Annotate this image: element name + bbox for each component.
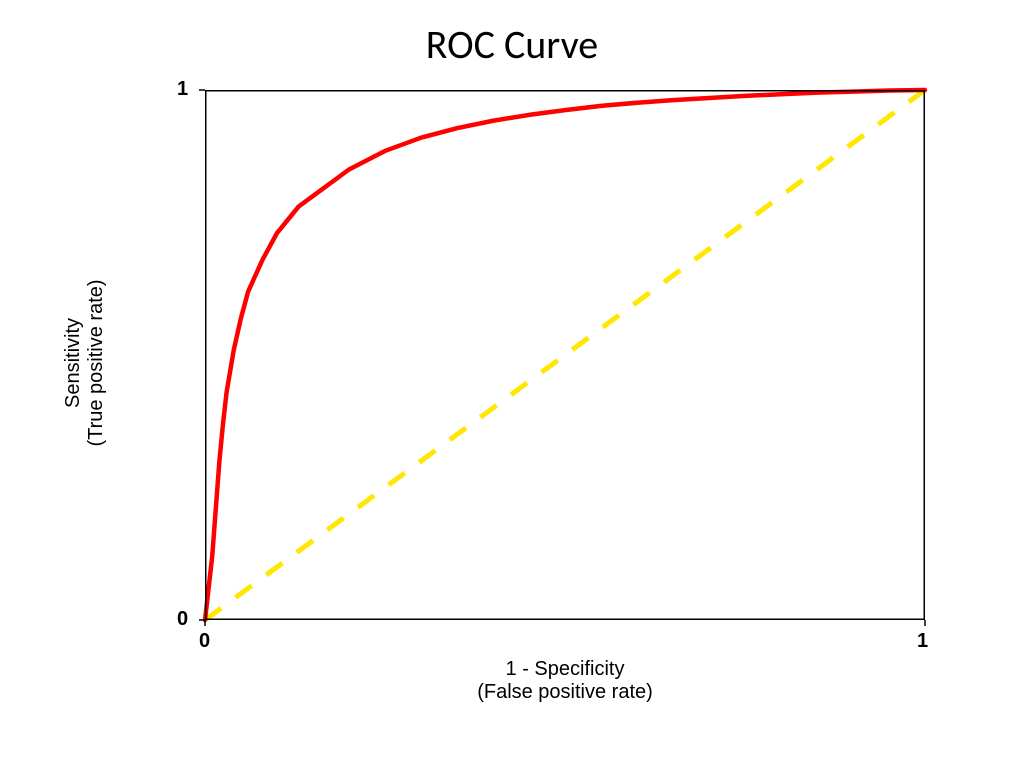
x-tick-label-1: 1 [917, 630, 928, 653]
y-axis-label: Sensitivity (True positive rate) [62, 213, 108, 513]
x-axis-label-line2: (False positive rate) [205, 681, 925, 704]
y-tick-label-1: 1 [177, 78, 188, 101]
x-tick-label-0: 0 [199, 630, 210, 653]
chart-stage: ROC Curve Sensitivity (True positive rat… [0, 0, 1024, 768]
plot-area [205, 90, 925, 620]
chart-title: ROC Curve [0, 20, 1024, 69]
x-axis-label: 1 - Specificity (False positive rate) [205, 658, 925, 704]
x-axis-label-line1: 1 - Specificity [205, 658, 925, 681]
y-axis-label-line1: Sensitivity [62, 213, 85, 513]
plot-svg [205, 90, 925, 620]
y-tick-label-0: 0 [177, 608, 188, 631]
y-axis-label-line2: (True positive rate) [85, 213, 108, 513]
